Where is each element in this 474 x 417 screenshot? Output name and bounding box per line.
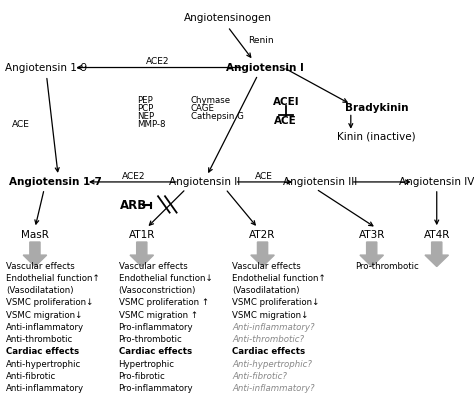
Text: AT2R: AT2R xyxy=(249,230,276,240)
Text: Anti-thrombotic?: Anti-thrombotic? xyxy=(232,335,304,344)
Text: ACE: ACE xyxy=(255,172,273,181)
Text: VSMC proliferation↓: VSMC proliferation↓ xyxy=(232,299,320,307)
Text: Anti-hypertrophic?: Anti-hypertrophic? xyxy=(232,360,312,369)
Text: Anti-inflammatory: Anti-inflammatory xyxy=(6,384,84,393)
Text: VSMC proliferation↓: VSMC proliferation↓ xyxy=(6,299,93,307)
Text: Vascular effects: Vascular effects xyxy=(118,261,187,271)
Text: AT3R: AT3R xyxy=(358,230,385,240)
Text: ACE2: ACE2 xyxy=(146,57,170,66)
Text: ACE: ACE xyxy=(12,120,30,129)
Text: Anti-fibrotic: Anti-fibrotic xyxy=(6,372,56,381)
Text: Pro-inflammatory: Pro-inflammatory xyxy=(118,323,193,332)
Text: Endothelial function↑: Endothelial function↑ xyxy=(6,274,100,283)
Text: NEP: NEP xyxy=(137,112,154,121)
Text: VSMC migration↓: VSMC migration↓ xyxy=(6,311,82,320)
FancyArrow shape xyxy=(23,242,46,266)
Text: ACEI: ACEI xyxy=(273,97,299,107)
Text: Endothelial function↑: Endothelial function↑ xyxy=(232,274,326,283)
Text: ARB: ARB xyxy=(120,199,147,212)
Text: Angiotensin I: Angiotensin I xyxy=(226,63,304,73)
Text: ACE: ACE xyxy=(274,116,297,126)
Text: Anti-inflammatory?: Anti-inflammatory? xyxy=(232,323,315,332)
Text: Endothelial function↓: Endothelial function↓ xyxy=(118,274,212,283)
Text: (Vasodilatation): (Vasodilatation) xyxy=(232,286,300,295)
Text: Anti-inflammatory: Anti-inflammatory xyxy=(6,323,84,332)
Text: Cardiac effects: Cardiac effects xyxy=(6,347,79,357)
Text: AT4R: AT4R xyxy=(424,230,450,240)
FancyArrow shape xyxy=(360,242,383,266)
Text: Chymase: Chymase xyxy=(191,96,231,105)
Text: Pro-inflammatory: Pro-inflammatory xyxy=(118,384,193,393)
Text: VSMC migration↓: VSMC migration↓ xyxy=(232,311,309,320)
Text: Cathepsin G: Cathepsin G xyxy=(191,112,244,121)
FancyArrow shape xyxy=(251,242,274,266)
Text: Angiotensin IV: Angiotensin IV xyxy=(399,177,474,187)
Text: (Vasodilatation): (Vasodilatation) xyxy=(6,286,73,295)
Text: Cardiac effects: Cardiac effects xyxy=(118,347,191,357)
FancyArrow shape xyxy=(130,242,154,266)
Text: Renin: Renin xyxy=(248,36,274,45)
Text: Vascular effects: Vascular effects xyxy=(232,261,301,271)
Text: VSMC proliferation ↑: VSMC proliferation ↑ xyxy=(118,299,209,307)
Text: Angiotensinogen: Angiotensinogen xyxy=(184,13,272,23)
Text: Pro-thrombotic: Pro-thrombotic xyxy=(118,335,182,344)
Text: CAGE: CAGE xyxy=(191,104,215,113)
Text: VSMC migration ↑: VSMC migration ↑ xyxy=(118,311,198,320)
Text: PEP: PEP xyxy=(137,96,153,105)
Text: Anti-fibrotic?: Anti-fibrotic? xyxy=(232,372,287,381)
Text: Angiotensin III: Angiotensin III xyxy=(283,177,358,187)
Text: MMP-8: MMP-8 xyxy=(137,120,165,129)
Text: Anti-hypertrophic: Anti-hypertrophic xyxy=(6,360,82,369)
Text: Pro-thrombotic: Pro-thrombotic xyxy=(356,261,419,271)
Text: Kinin (inactive): Kinin (inactive) xyxy=(337,132,416,142)
Text: Anti-inflammatory?: Anti-inflammatory? xyxy=(232,384,315,393)
Text: Cardiac effects: Cardiac effects xyxy=(232,347,305,357)
Text: Anti-thrombotic: Anti-thrombotic xyxy=(6,335,73,344)
Text: Angiotensin 1-7: Angiotensin 1-7 xyxy=(9,177,102,187)
Text: MasR: MasR xyxy=(21,230,49,240)
Text: Vascular effects: Vascular effects xyxy=(6,261,75,271)
Text: AT1R: AT1R xyxy=(128,230,155,240)
Text: ACE2: ACE2 xyxy=(122,172,146,181)
Text: Hypertrophic: Hypertrophic xyxy=(118,360,174,369)
Text: PCP: PCP xyxy=(137,104,154,113)
Text: Angiotensin 1-9: Angiotensin 1-9 xyxy=(5,63,88,73)
Text: (Vasoconstriction): (Vasoconstriction) xyxy=(118,286,196,295)
FancyArrow shape xyxy=(425,242,448,266)
Text: Pro-fibrotic: Pro-fibrotic xyxy=(118,372,165,381)
Text: Bradykinin: Bradykinin xyxy=(345,103,408,113)
Text: Angiotensin II: Angiotensin II xyxy=(169,177,240,187)
